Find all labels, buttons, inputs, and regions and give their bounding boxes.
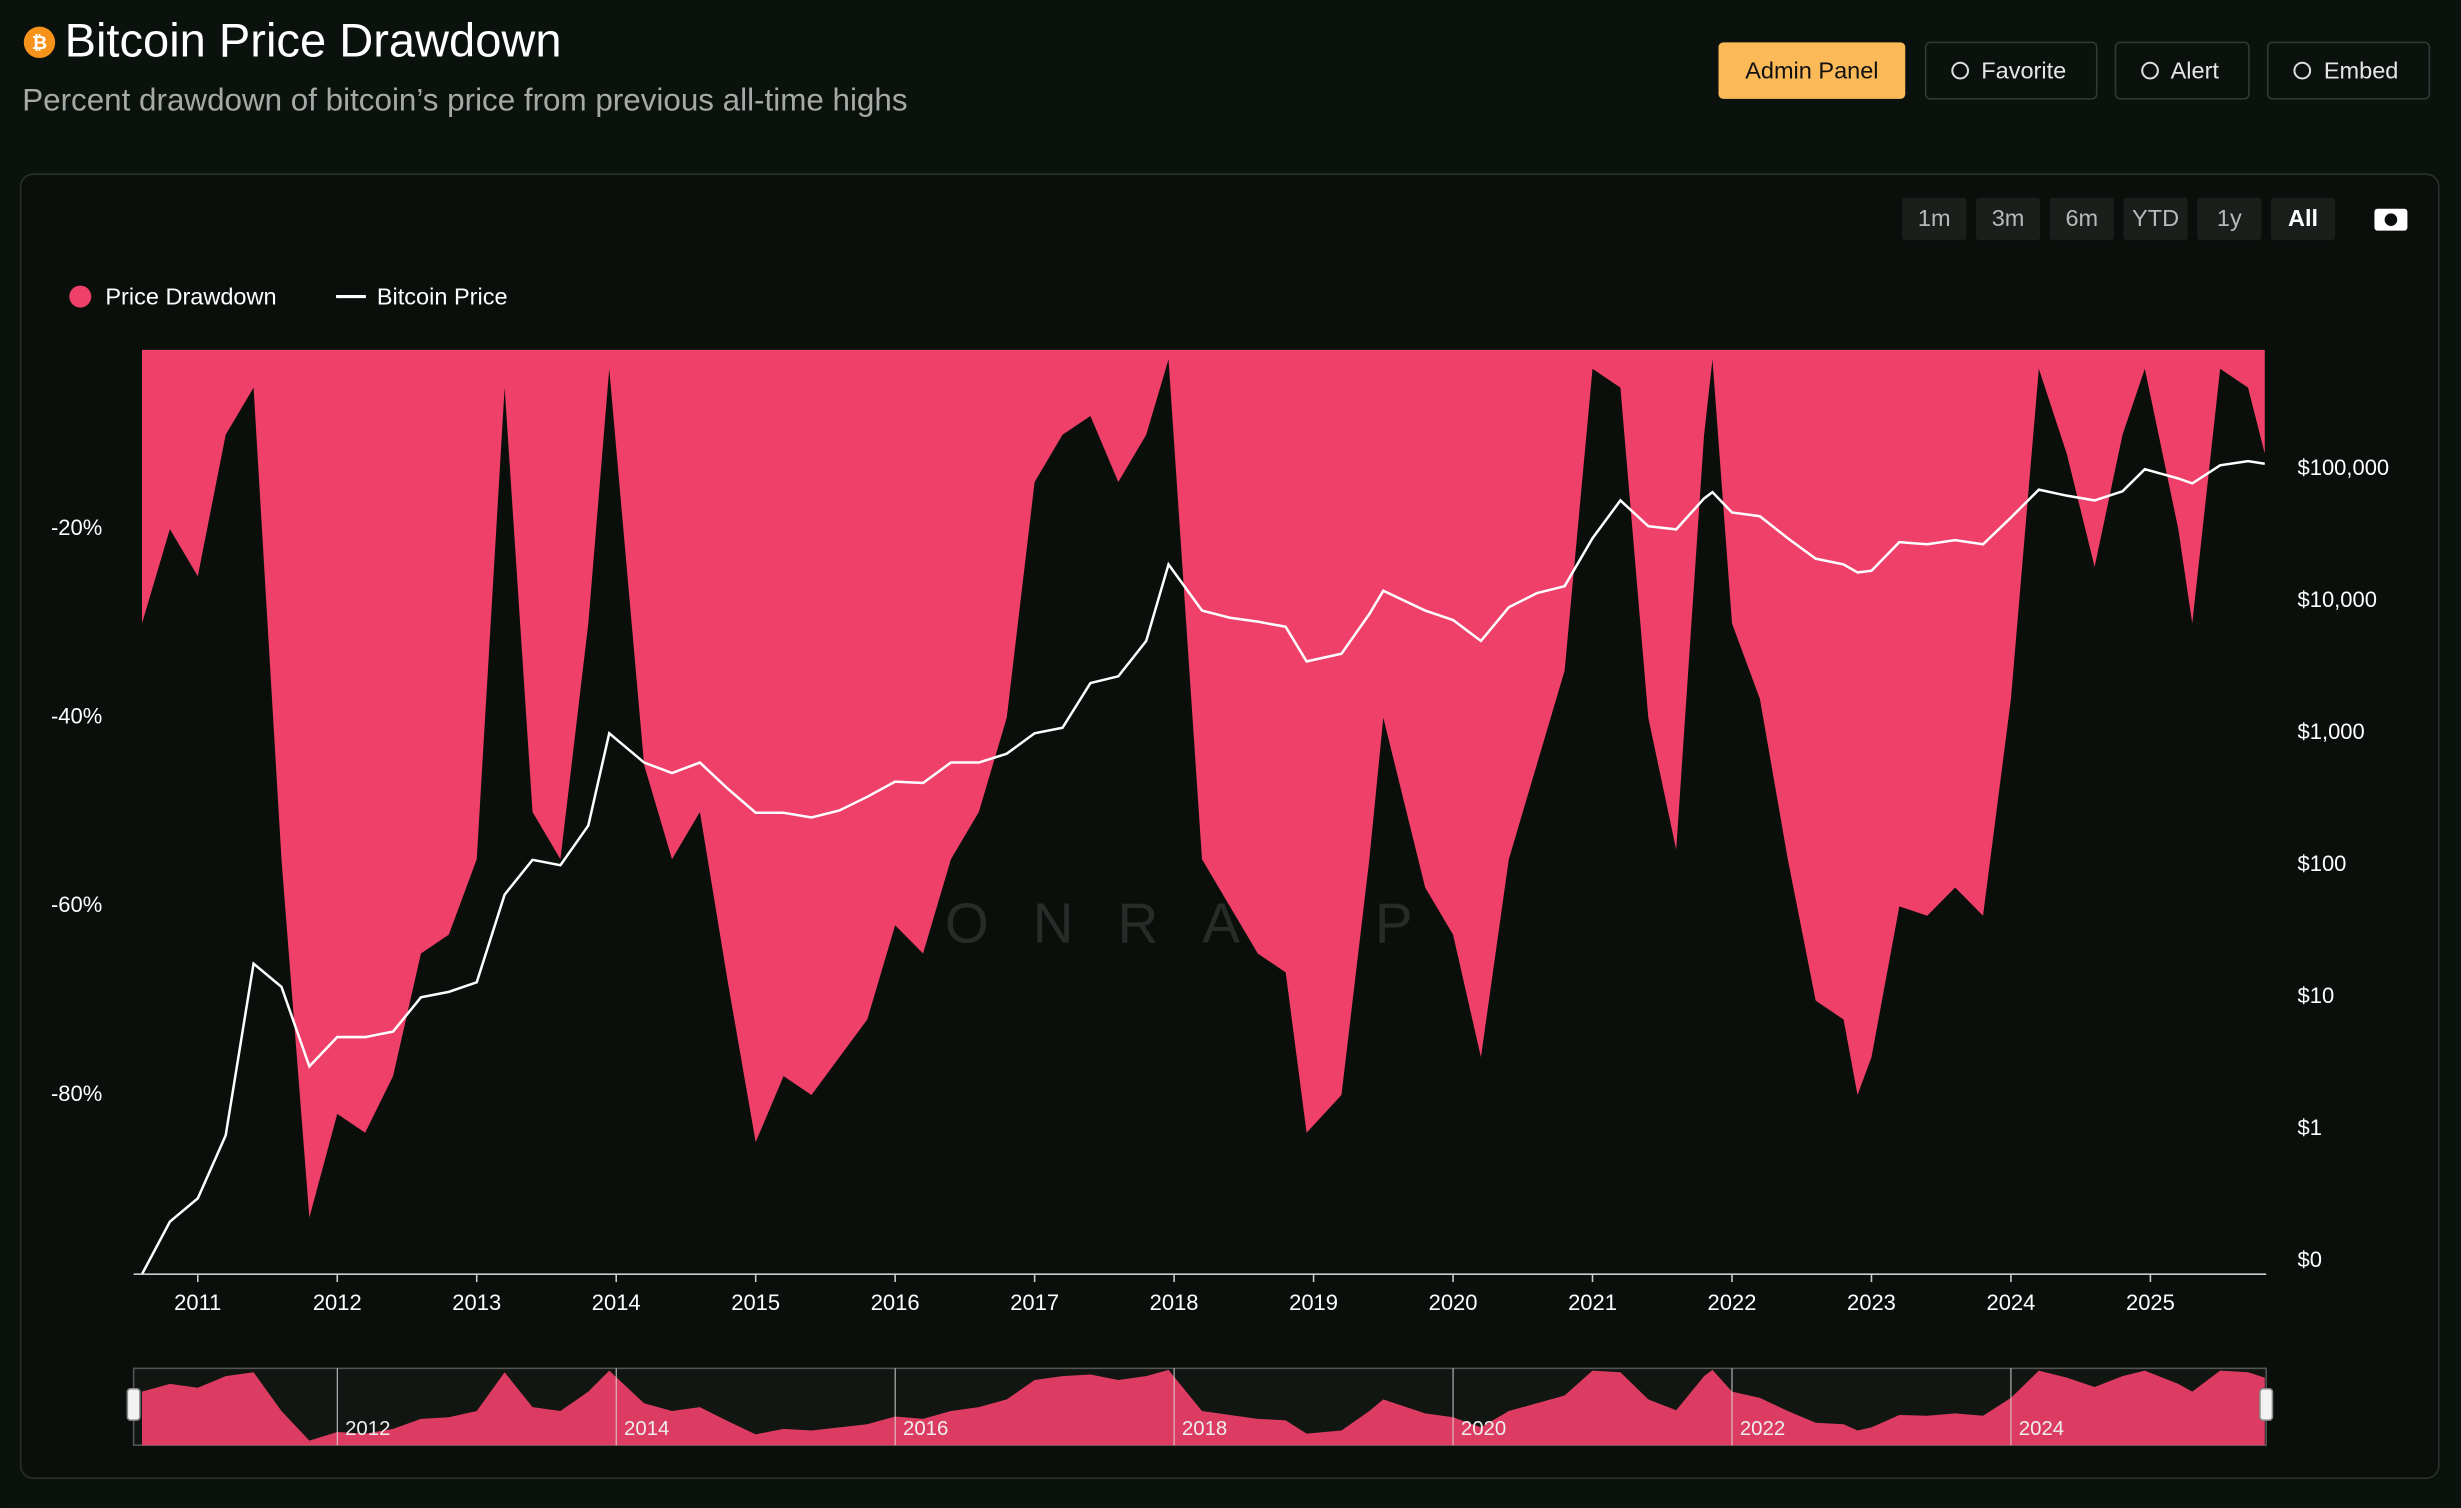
camera-button[interactable] xyxy=(2373,204,2411,232)
range-label[interactable]: 6m xyxy=(2065,205,2098,231)
y2-tick-label: $100,000 xyxy=(2298,455,2390,480)
range-label[interactable]: All xyxy=(2288,205,2318,231)
subtitle: Percent drawdown of bitcoin’s price from… xyxy=(22,82,907,117)
x-tick-label: 2014 xyxy=(592,1290,641,1315)
x-tick-label: 2016 xyxy=(871,1290,920,1315)
button-label[interactable]: Favorite xyxy=(1981,57,2066,83)
range-button[interactable]: 6m xyxy=(2049,197,2114,241)
navigator-label: 2024 xyxy=(2019,1418,2064,1440)
x-tick-label: 2022 xyxy=(1708,1290,1757,1315)
range-bg[interactable] xyxy=(1902,197,1967,241)
title: Bitcoin Price Drawdown xyxy=(65,13,562,66)
x-tick-label: 2024 xyxy=(1987,1290,2036,1315)
legend-label[interactable]: Price Drawdown xyxy=(105,283,276,309)
legend: Price Drawdown Bitcoin Price xyxy=(69,283,508,309)
button-bg[interactable] xyxy=(1718,42,1906,99)
navigator-label: 2020 xyxy=(1461,1418,1506,1440)
x-tick-label: 2018 xyxy=(1150,1290,1199,1315)
button-icon xyxy=(2141,61,2159,80)
navigator-area xyxy=(141,1369,2265,1446)
x-tick-label: 2019 xyxy=(1289,1290,1338,1315)
button-icon xyxy=(2293,61,2312,80)
range-label[interactable]: 1y xyxy=(2217,205,2242,231)
x-tick-label: 2025 xyxy=(2126,1290,2175,1315)
range-button[interactable]: 3m xyxy=(1975,197,2041,241)
x-tick-label: 2011 xyxy=(174,1290,221,1315)
navigator-handle[interactable] xyxy=(126,1387,141,1421)
bitcoin-icon xyxy=(23,26,56,59)
y2-tick-label: $1 xyxy=(2298,1115,2322,1140)
range-bg[interactable] xyxy=(2049,197,2114,241)
legend-label[interactable]: Bitcoin Price xyxy=(377,283,508,309)
range-button[interactable]: YTD xyxy=(2123,197,2188,241)
range-button[interactable]: All xyxy=(2270,197,2336,241)
legend-marker[interactable] xyxy=(69,285,92,308)
header-button[interactable]: Embed xyxy=(2266,41,2431,100)
button-bg[interactable] xyxy=(2266,41,2431,100)
y2-tick-label: $0 xyxy=(2298,1247,2322,1272)
button-label[interactable]: Embed xyxy=(2324,57,2399,83)
y-tick-label: -80% xyxy=(51,1081,102,1106)
y-tick-label: -20% xyxy=(51,515,102,540)
navigator-label: 2014 xyxy=(624,1418,669,1440)
x-tick-label: 2023 xyxy=(1847,1290,1896,1315)
y2-tick-label: $100 xyxy=(2298,851,2347,876)
y2-tick-label: $10 xyxy=(2298,983,2335,1008)
header-button[interactable]: Favorite xyxy=(1924,41,2098,100)
y-tick-label: -60% xyxy=(51,892,102,917)
drawdown-area xyxy=(141,349,2265,1218)
y2-tick-label: $1,000 xyxy=(2298,719,2365,744)
camera-lens xyxy=(2384,213,2398,226)
range-bg[interactable] xyxy=(2123,197,2188,241)
range-button[interactable]: 1y xyxy=(2197,197,2262,241)
header-buttons: Admin Panel Favorite Alert Embed xyxy=(1718,41,2431,100)
x-tick-label: 2015 xyxy=(731,1290,780,1315)
watermark: ONRAMP xyxy=(945,891,1457,954)
navigator-label: 2012 xyxy=(345,1418,390,1440)
header-button[interactable]: Alert xyxy=(2114,41,2250,100)
plot: ONRAMP -20% -40% -60% -80% $0 $1 $10 $100 $1,000 $… xyxy=(51,349,2390,1447)
range-bg[interactable] xyxy=(1975,197,2041,241)
range-button[interactable]: 1m xyxy=(1902,197,1967,241)
navigator-label: 2018 xyxy=(1182,1418,1227,1440)
x-tick-label: 2017 xyxy=(1010,1290,1059,1315)
navigator-label: 2016 xyxy=(903,1418,948,1440)
navigator-handle[interactable] xyxy=(2259,1387,2274,1421)
x-tick-label: 2020 xyxy=(1429,1290,1478,1315)
y2-tick-label: $10,000 xyxy=(2298,587,2377,612)
y-tick-label: -40% xyxy=(51,704,102,729)
button-label[interactable]: Admin Panel xyxy=(1745,57,1878,83)
range-bg[interactable] xyxy=(2270,197,2336,241)
range-label[interactable]: YTD xyxy=(2132,205,2179,231)
x-tick-label: 2012 xyxy=(313,1290,362,1315)
header-button[interactable]: Admin Panel xyxy=(1718,42,1906,99)
button-icon xyxy=(1951,61,1970,80)
bitcoin-icon-glyph: ₿ xyxy=(32,32,47,53)
range-label[interactable]: 3m xyxy=(1992,205,2025,231)
range-selector: 1m 3m 6m YTD 1y All xyxy=(1902,197,2336,241)
x-tick-label: 2013 xyxy=(452,1290,501,1315)
range-label[interactable]: 1m xyxy=(1918,205,1951,231)
range-bg[interactable] xyxy=(2197,197,2262,241)
price-line xyxy=(140,459,2265,1275)
x-tick-label: 2021 xyxy=(1568,1290,1617,1315)
navigator-label: 2022 xyxy=(1740,1418,1785,1440)
button-bg[interactable] xyxy=(1924,41,2098,100)
button-bg[interactable] xyxy=(2114,41,2250,100)
button-label[interactable]: Alert xyxy=(2171,57,2220,83)
